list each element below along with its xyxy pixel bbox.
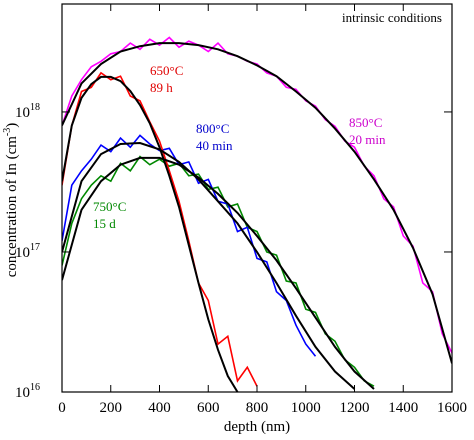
y-tick-exponent: 18 — [30, 102, 40, 113]
x-tick-label: 1600 — [437, 400, 467, 416]
annotation: 20 min — [349, 132, 386, 147]
y-tick-label: 1016 — [15, 382, 40, 401]
x-tick-label: 1400 — [388, 400, 418, 416]
y-tick-exponent: 17 — [30, 242, 40, 253]
plot-area — [62, 36, 452, 392]
x-tick-label: 800 — [246, 400, 269, 416]
series-line — [62, 141, 356, 390]
series-line — [62, 75, 239, 392]
x-tick-label: 200 — [100, 400, 123, 416]
annotation-title: intrinsic conditions — [342, 10, 442, 25]
y-tick-base: 10 — [15, 245, 30, 261]
y-tick-label: 1017 — [15, 242, 40, 261]
annotation: 650°C — [150, 63, 183, 78]
x-tick-label: 0 — [58, 400, 66, 416]
y-axis-label-text: concentration of In (cm — [4, 136, 20, 278]
y-tick-exponent: 16 — [30, 382, 40, 393]
y-tick-label: 1018 — [15, 102, 40, 121]
y-axis-label: concentration of In (cm-3) — [2, 123, 20, 278]
y-axis-label-sup: -3 — [2, 128, 13, 136]
x-axis-label: depth (nm) — [224, 419, 290, 435]
y-tick-base: 10 — [15, 385, 30, 401]
series-line — [62, 36, 452, 354]
annotation: 89 h — [150, 80, 173, 95]
series-line — [62, 134, 317, 357]
y-axis-label-end: ) — [4, 123, 20, 128]
series-line — [62, 42, 452, 364]
annotation: 850°C — [349, 115, 382, 130]
plot-frame — [61, 3, 453, 393]
annotation: 15 d — [93, 216, 116, 231]
x-tick-label: 1200 — [340, 400, 370, 416]
series-line — [62, 71, 258, 387]
x-tick-label: 1000 — [291, 400, 321, 416]
annotation: 750°C — [93, 199, 126, 214]
x-tick-label: 600 — [197, 400, 220, 416]
annotation: 40 min — [196, 138, 233, 153]
series-line — [62, 156, 375, 390]
y-tick-base: 10 — [15, 105, 30, 121]
x-tick-label: 400 — [148, 400, 171, 416]
annotation: 800°C — [196, 121, 229, 136]
